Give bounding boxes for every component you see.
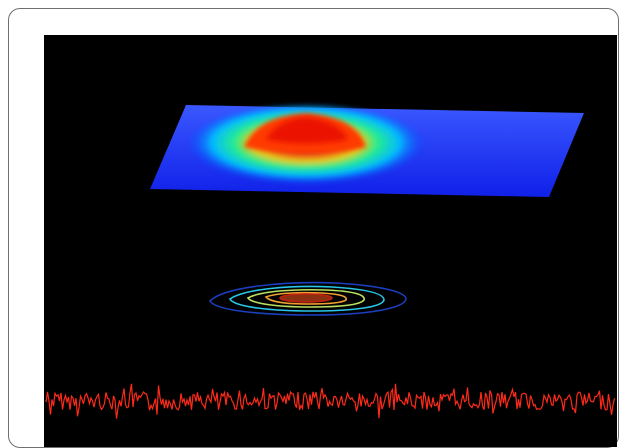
contour-projection	[208, 281, 407, 316]
surface-peak-top	[266, 117, 348, 144]
figure-svg	[45, 105, 616, 419]
contour-outer	[208, 281, 407, 316]
surface-plot	[150, 105, 584, 197]
contour-4	[264, 291, 347, 305]
contour-2	[228, 285, 385, 312]
contour-core	[279, 293, 333, 303]
noise-trace	[45, 383, 616, 419]
figure-frame	[8, 8, 619, 448]
visualization-panel	[44, 35, 617, 447]
contour-3	[246, 288, 365, 308]
